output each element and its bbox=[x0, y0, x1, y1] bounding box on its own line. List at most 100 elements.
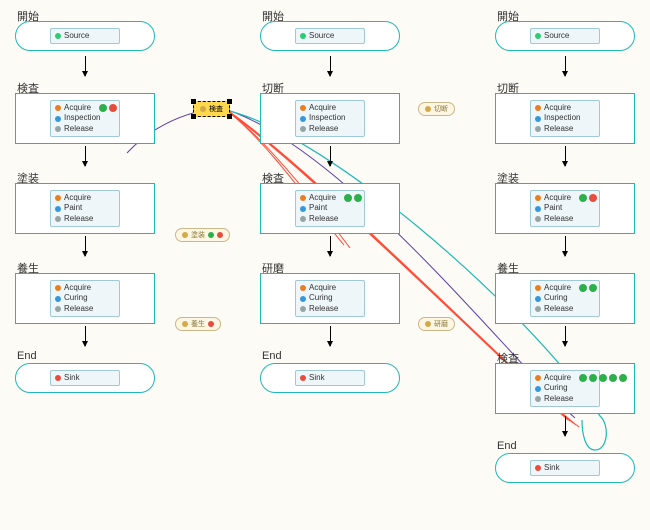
process-node[interactable]: AcquireCuringRelease bbox=[530, 280, 600, 317]
node-row: Release bbox=[300, 124, 360, 134]
acquire-icon bbox=[55, 195, 61, 201]
node-text: Inspection bbox=[544, 113, 580, 123]
terminal-box[interactable]: Source bbox=[495, 21, 635, 51]
stage-box[interactable]: AcquirePaintRelease bbox=[15, 183, 155, 234]
process-node[interactable]: AcquirePaintRelease bbox=[530, 190, 600, 227]
node-row: Release bbox=[535, 124, 595, 134]
status-dot bbox=[579, 284, 587, 292]
release-icon bbox=[535, 396, 541, 402]
node-text: Acquire bbox=[309, 283, 336, 293]
process-node[interactable]: AcquirePaintRelease bbox=[50, 190, 120, 227]
stage-box[interactable]: AcquireCuringRelease bbox=[495, 363, 635, 414]
acquire-icon bbox=[300, 285, 306, 291]
node-row: Acquire bbox=[535, 103, 595, 113]
node-text: Acquire bbox=[64, 103, 91, 113]
stage-box[interactable]: AcquireInspectionRelease bbox=[495, 93, 635, 144]
source-icon bbox=[55, 33, 61, 39]
acquire-icon bbox=[535, 195, 541, 201]
node-text: Sink bbox=[544, 463, 560, 473]
stage-box[interactable]: AcquirePaintRelease bbox=[260, 183, 400, 234]
terminal-box[interactable]: Source bbox=[15, 21, 155, 51]
acquire-icon bbox=[300, 105, 306, 111]
flow-arrow bbox=[330, 146, 331, 166]
inspection-icon bbox=[55, 116, 61, 122]
stage-box[interactable]: AcquirePaintRelease bbox=[495, 183, 635, 234]
node-text: Acquire bbox=[64, 193, 91, 203]
floating-tag[interactable]: 塗装 bbox=[175, 228, 230, 242]
stage-box[interactable]: AcquireCuringRelease bbox=[495, 273, 635, 324]
stage-box[interactable]: AcquireCuringRelease bbox=[260, 273, 400, 324]
node-text: Release bbox=[64, 304, 93, 314]
tag-label: 切断 bbox=[434, 104, 448, 114]
process-node[interactable]: AcquireInspectionRelease bbox=[295, 100, 365, 137]
node-text: Acquire bbox=[544, 373, 571, 383]
acquire-icon bbox=[535, 285, 541, 291]
flow-arrow bbox=[565, 56, 566, 76]
node-text: Release bbox=[309, 214, 338, 224]
process-node[interactable]: AcquireInspectionRelease bbox=[530, 100, 600, 137]
status-dots bbox=[578, 374, 627, 382]
process-node[interactable]: AcquireCuringRelease bbox=[530, 370, 600, 407]
floating-tag[interactable]: 養生 bbox=[175, 317, 221, 331]
stage-box[interactable]: AcquireInspectionRelease bbox=[260, 93, 400, 144]
process-node[interactable]: AcquireInspectionRelease bbox=[50, 100, 120, 137]
stage-box[interactable]: AcquireCuringRelease bbox=[15, 273, 155, 324]
curing-icon bbox=[55, 296, 61, 302]
flow-arrow bbox=[85, 146, 86, 166]
status-dot bbox=[208, 321, 214, 327]
node-text: Release bbox=[544, 124, 573, 134]
process-node[interactable]: Source bbox=[50, 28, 120, 44]
tag-label: 養生 bbox=[191, 319, 205, 329]
status-dots bbox=[578, 284, 597, 292]
terminal-box[interactable]: Sink bbox=[15, 363, 155, 393]
node-text: Curing bbox=[544, 383, 568, 393]
tag-icon bbox=[425, 106, 431, 112]
process-node[interactable]: Sink bbox=[530, 460, 600, 476]
process-node[interactable]: Sink bbox=[295, 370, 365, 386]
status-dot bbox=[579, 194, 587, 202]
acquire-icon bbox=[300, 195, 306, 201]
node-row: Curing bbox=[55, 293, 115, 303]
terminal-box[interactable]: Sink bbox=[260, 363, 400, 393]
node-row: Acquire bbox=[55, 103, 115, 113]
process-node[interactable]: AcquireCuringRelease bbox=[50, 280, 120, 317]
process-node[interactable]: Source bbox=[530, 28, 600, 44]
node-row: Acquire bbox=[300, 283, 360, 293]
release-icon bbox=[55, 126, 61, 132]
terminal-box[interactable]: Source bbox=[260, 21, 400, 51]
process-node[interactable]: AcquirePaintRelease bbox=[295, 190, 365, 227]
process-node[interactable]: AcquireCuringRelease bbox=[295, 280, 365, 317]
acquire-icon bbox=[55, 285, 61, 291]
status-dot bbox=[99, 104, 107, 112]
node-text: Release bbox=[309, 124, 338, 134]
node-text: Release bbox=[544, 304, 573, 314]
flow-arrow bbox=[85, 56, 86, 76]
terminal-box[interactable]: Sink bbox=[495, 453, 635, 483]
inspection-icon bbox=[300, 116, 306, 122]
flow-arrow bbox=[565, 416, 566, 436]
selected-tag[interactable]: 検査 bbox=[193, 101, 230, 117]
process-node[interactable]: Sink bbox=[50, 370, 120, 386]
paint_en-icon bbox=[300, 206, 306, 212]
flow-arrow bbox=[565, 146, 566, 166]
node-row: Paint bbox=[55, 203, 115, 213]
stage-label: End bbox=[497, 440, 517, 452]
node-text: Acquire bbox=[544, 103, 571, 113]
node-text: Inspection bbox=[309, 113, 345, 123]
release-icon bbox=[535, 126, 541, 132]
release-icon bbox=[55, 216, 61, 222]
node-row: Paint bbox=[300, 203, 360, 213]
source-icon bbox=[300, 33, 306, 39]
flow-arrow bbox=[330, 326, 331, 346]
node-text: Paint bbox=[309, 203, 327, 213]
status-dots bbox=[98, 104, 117, 112]
node-row: Acquire bbox=[300, 193, 360, 203]
stage-box[interactable]: AcquireInspectionRelease bbox=[15, 93, 155, 144]
floating-tag[interactable]: 研磨 bbox=[418, 317, 455, 331]
floating-tag[interactable]: 切断 bbox=[418, 102, 455, 116]
process-node[interactable]: Source bbox=[295, 28, 365, 44]
node-text: Sink bbox=[64, 373, 80, 383]
tag-icon bbox=[182, 232, 188, 238]
status-dot bbox=[579, 374, 587, 382]
curing-icon bbox=[535, 296, 541, 302]
